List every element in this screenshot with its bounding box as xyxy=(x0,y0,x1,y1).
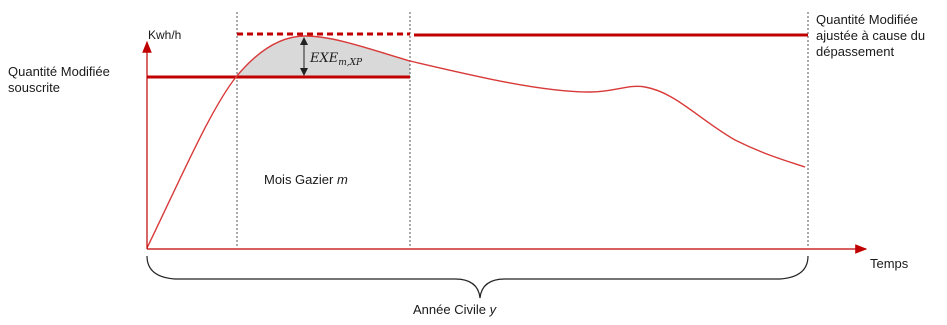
gas-month-label: Mois Gazier m xyxy=(264,172,348,187)
consumption-curve xyxy=(146,35,806,249)
adjusted-quantity-label: Quantité Modifiée ajustée à cause du dép… xyxy=(816,12,926,59)
y-axis-label: Kwh/h xyxy=(148,28,182,42)
x-axis-label: Temps xyxy=(870,256,909,271)
calendar-year-label: Année Civile y xyxy=(413,302,497,317)
excess-area xyxy=(236,36,410,77)
excess-label: EXEm,XP xyxy=(310,51,363,68)
subscribed-quantity-label: Quantité Modifiée souscrite xyxy=(8,64,110,95)
year-brace xyxy=(146,255,809,299)
